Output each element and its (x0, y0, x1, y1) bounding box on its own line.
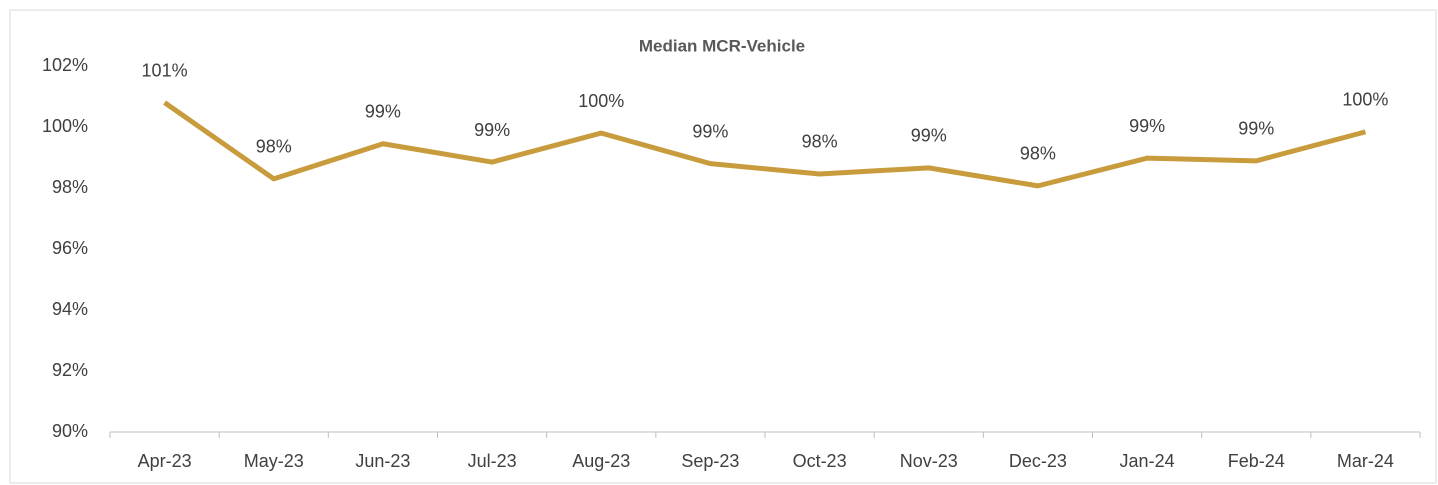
x-tick-label: Mar-24 (1337, 451, 1394, 471)
x-tick-label: May-23 (244, 451, 304, 471)
x-tick-label: Sep-23 (681, 451, 739, 471)
x-tick-label: Oct-23 (793, 451, 847, 471)
data-label: 99% (365, 102, 401, 122)
data-label: 101% (142, 60, 188, 80)
x-tick-label: Jul-23 (468, 451, 517, 471)
data-label: 100% (578, 91, 624, 111)
x-tick-label: Apr-23 (138, 451, 192, 471)
y-tick-label: 98% (52, 177, 88, 197)
y-tick-label: 102% (42, 55, 88, 75)
data-label: 100% (1342, 90, 1388, 110)
data-label: 99% (1129, 116, 1165, 136)
x-tick-label: Jan-24 (1120, 451, 1175, 471)
x-tick-label: Jun-23 (355, 451, 410, 471)
x-tick-label: Aug-23 (572, 451, 630, 471)
y-tick-label: 92% (52, 360, 88, 380)
x-tick-label: Dec-23 (1009, 451, 1067, 471)
chart-border (9, 9, 1437, 484)
y-tick-label: 90% (52, 421, 88, 441)
chart-title: Median MCR-Vehicle (639, 36, 805, 55)
y-tick-label: 96% (52, 238, 88, 258)
data-label: 98% (1020, 144, 1056, 164)
data-label: 99% (911, 126, 947, 146)
x-tick-label: Feb-24 (1228, 451, 1285, 471)
data-label: 99% (692, 121, 728, 141)
data-label: 98% (256, 137, 292, 157)
data-label: 99% (1238, 119, 1274, 139)
y-tick-label: 100% (42, 116, 88, 136)
x-tick-label: Nov-23 (900, 451, 958, 471)
data-label: 98% (802, 132, 838, 152)
series-line (163, 100, 1367, 189)
data-label: 99% (474, 120, 510, 140)
y-tick-label: 94% (52, 299, 88, 319)
